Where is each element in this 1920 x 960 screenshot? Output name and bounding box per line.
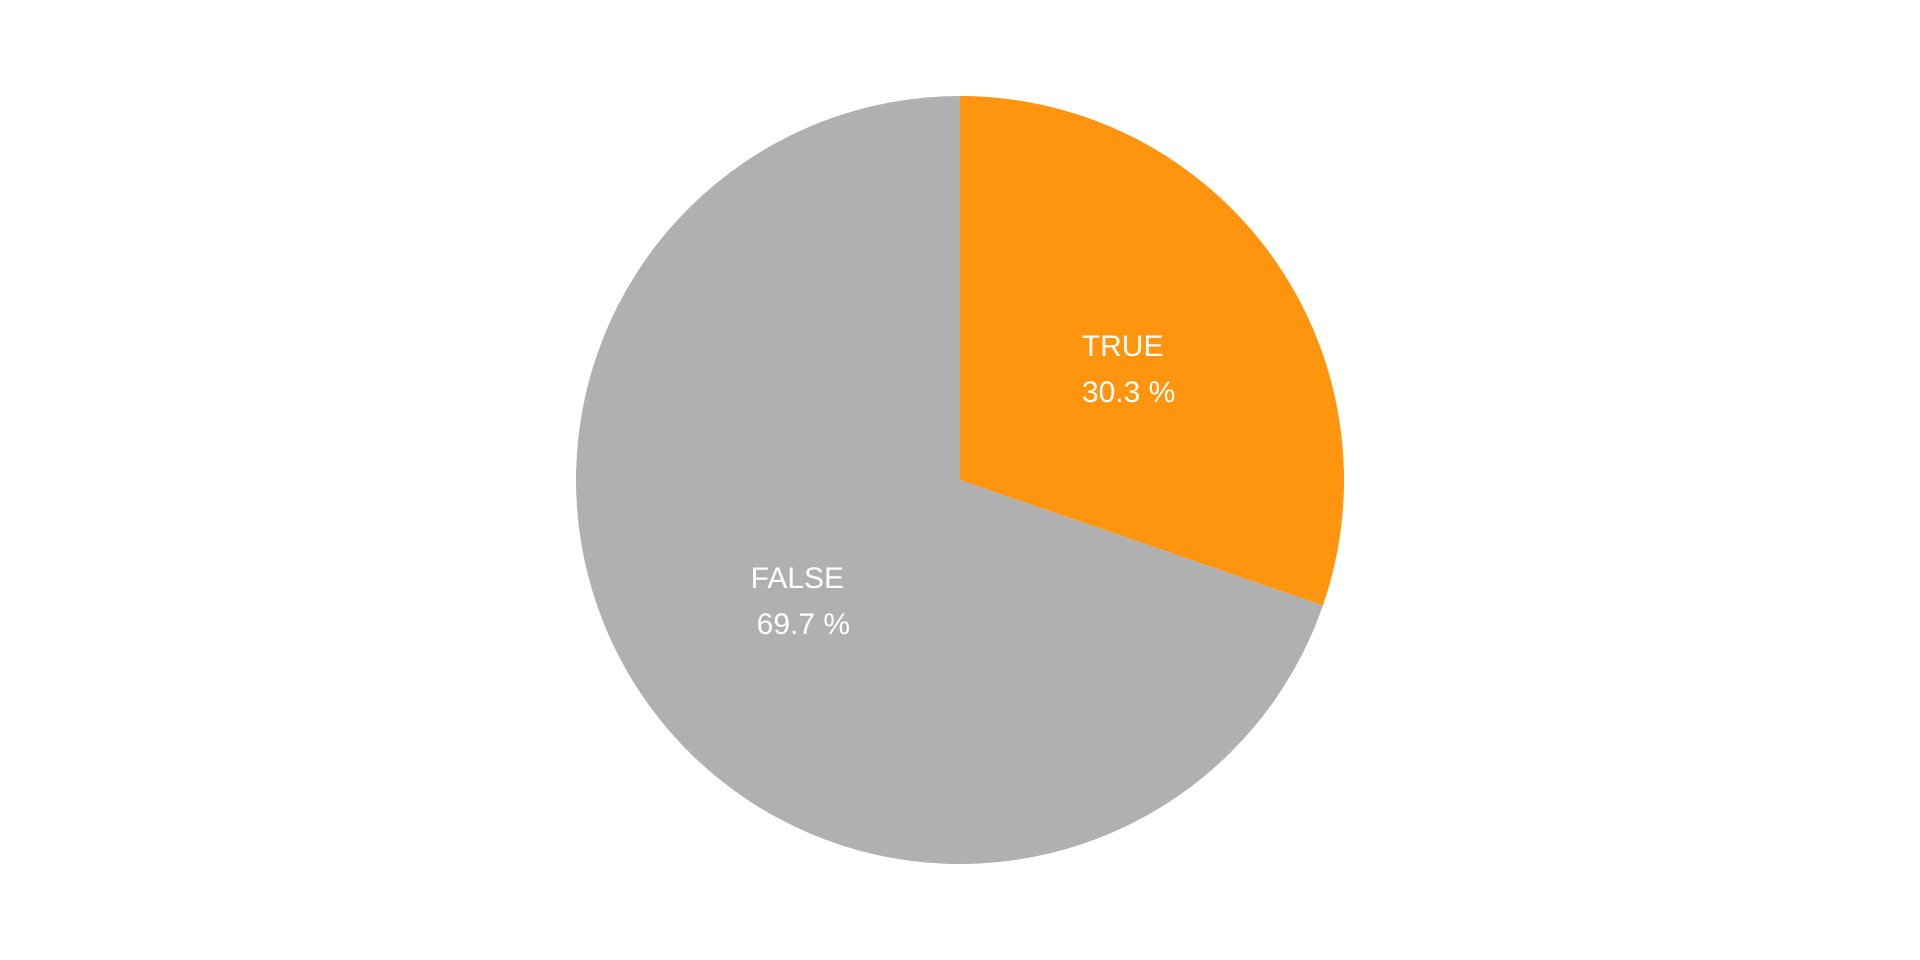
slice-percent-label: 69.7 %: [757, 608, 850, 641]
pie-slice-false: [576, 96, 1323, 865]
pie-slice-true: [960, 96, 1345, 606]
slice-percent-label: 30.3 %: [1082, 376, 1175, 409]
slice-category-label: TRUE: [1082, 330, 1164, 363]
pie-slices: [576, 96, 1345, 865]
pie-labels: TRUE 30.3 % FALSE 69.7 %: [751, 330, 1176, 641]
slice-category-label: FALSE: [751, 562, 844, 595]
